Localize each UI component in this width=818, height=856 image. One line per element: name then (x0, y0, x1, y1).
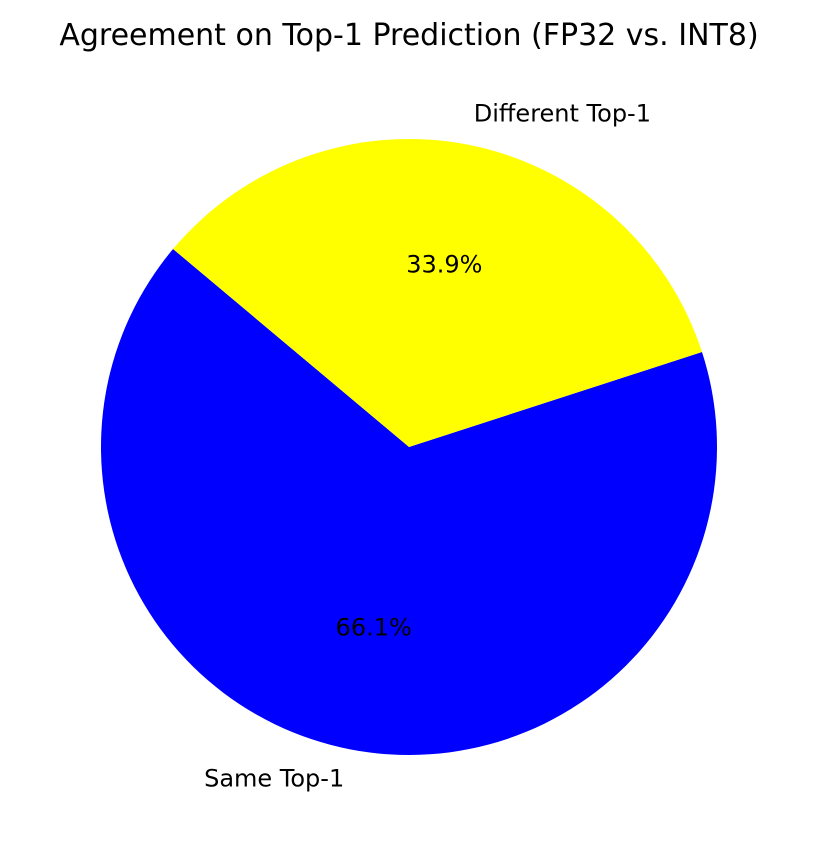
pie-slices (100, 139, 718, 756)
pie-slice-same-top-1 (100, 249, 718, 756)
pie-labels: Same Top-1 66.1% Different Top-1 33.9% (204, 99, 651, 792)
pie-slice-different-top-1 (173, 139, 702, 447)
slice-label: Same Top-1 (204, 765, 344, 793)
slice-percent-label: 33.9% (406, 251, 482, 279)
chart-title: Agreement on Top-1 Prediction (FP32 vs. … (59, 18, 758, 53)
slice-percent-label: 66.1% (336, 613, 412, 641)
slice-label: Different Top-1 (474, 99, 651, 127)
